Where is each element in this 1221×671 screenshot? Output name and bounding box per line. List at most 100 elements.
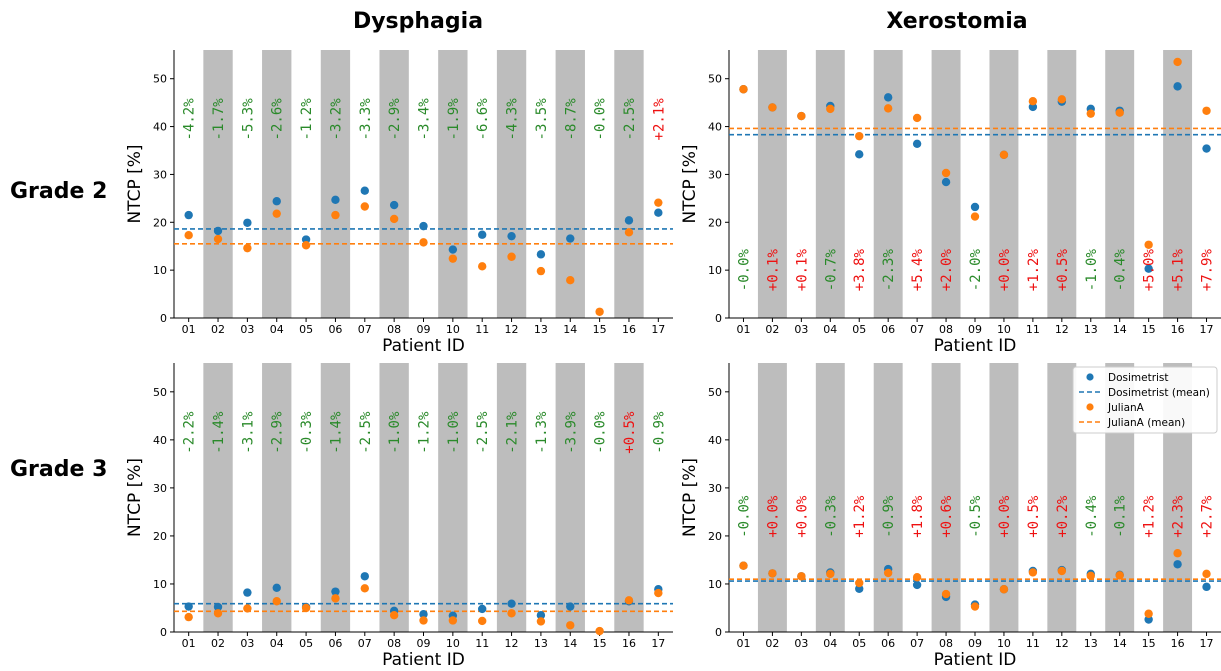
p2-delta-label-05: +3.8% [852,249,868,292]
p2-x-tick-label-02: 02 [765,323,779,336]
p3-delta-label-13: -1.3% [534,411,550,454]
p3-juliana-point-07 [360,584,369,593]
p1-dosimetrist-point-14 [566,234,575,243]
p1-band-10 [438,50,468,318]
p3-dosimetrist-point-07 [360,572,369,581]
column-title-xerostomia: Xerostomia [886,9,1027,34]
p3-band-14 [555,363,585,632]
p3-band-06 [320,363,351,632]
p3-delta-label-01: -2.2% [182,411,198,454]
p3-juliana-point-09 [419,616,428,625]
p1-juliana-point-11 [478,262,487,271]
p2-y-tick-label-20: 20 [708,216,722,229]
p3-x-axis-label: Patient ID [382,650,465,670]
p1-dosimetrist-point-12 [507,231,516,241]
p3-juliana-point-12 [507,609,516,618]
p2-delta-label-08: +2.0% [939,249,955,292]
p2-delta-label-17: +7.9% [1200,249,1216,292]
p2-juliana-point-15 [1144,240,1153,249]
p3-dosimetrist-point-03 [243,588,252,597]
p2-x-tick-label-08: 08 [939,323,953,336]
p1-band-12 [496,50,527,318]
p3-x-tick-label-03: 03 [240,637,254,650]
p2-delta-label-07: +5.4% [910,249,926,292]
p2-x-tick-label-10: 10 [997,323,1011,336]
p2-delta-label-15: +5.0% [1142,249,1158,292]
legend: Dosimetrist Dosimetrist (mean) JulianA Juli… [1072,366,1218,434]
p3-dosimetrist-point-11 [478,604,487,614]
p4-band-08 [931,363,961,632]
p3-band-08 [379,363,409,632]
p4-band-06 [873,363,903,632]
p2-band-04 [815,50,845,318]
p3-delta-label-16: +0.5% [622,411,638,454]
p3-dosimetrist-point-01 [184,602,193,611]
p1-band-04 [262,50,292,318]
p2-dosimetrist-point-08 [941,177,951,187]
p3-juliana-point-03 [243,604,252,613]
p1-dosimetrist-point-02 [213,226,223,236]
p3-x-tick-label-01: 01 [182,637,196,650]
p3-delta-label-10: -1.0% [446,411,462,454]
legend-label-juliana-mean: JulianA (mean) [1107,417,1185,429]
p2-juliana-point-08 [941,168,951,178]
p1-x-tick-label-03: 03 [240,323,254,336]
p1-dosimetrist-point-16 [624,216,634,225]
p1-dosimetrist-point-11 [478,230,487,239]
p2-juliana-point-02 [768,103,777,112]
p2-dosimetrist-point-05 [855,150,864,159]
p2-panel: 0 10 20 30 40 50 01 02 03 04 05 06 07 08 09 10 11 12 13 14 1… [680,50,1221,356]
p4-delta-label-05: +1.2% [852,495,868,538]
p2-x-tick-label-15: 15 [1142,323,1156,336]
p4-x-tick-label-07: 07 [910,637,924,650]
p4-y-tick-label-50: 50 [708,386,722,399]
p4-delta-label-14: -0.1% [1113,495,1129,538]
p3-juliana-point-08 [389,610,399,620]
p4-juliana-point-12 [1057,566,1067,576]
p4-juliana-point-16 [1173,549,1182,558]
p4-x-tick-label-12: 12 [1055,637,1069,650]
p1-dosimetrist-point-08 [389,200,399,210]
p1-y-tick-label-10: 10 [153,264,167,277]
p3-band-02 [203,363,233,632]
p4-juliana-point-02 [768,569,777,578]
p3-juliana-point-05 [301,603,311,613]
p4-delta-label-08: +0.6% [939,495,955,538]
p3-delta-label-03: -3.1% [240,411,256,454]
p1-x-tick-label-16: 16 [622,323,636,336]
p1-juliana-point-16 [624,228,634,237]
p4-delta-label-13: -0.4% [1084,495,1100,538]
p4-delta-label-04: -0.3% [823,495,839,538]
p3-x-tick-label-12: 12 [505,637,519,650]
p1-delta-label-10: -1.9% [446,98,462,141]
p1-delta-label-16: -2.5% [622,98,638,141]
p2-y-tick-label-10: 10 [708,264,722,277]
p4-juliana-point-14 [1115,571,1124,580]
legend-marker-juliana [1086,403,1094,411]
p1-dosimetrist-point-13 [536,250,546,259]
p1-dosimetrist-point-05 [301,235,311,244]
p3-band-16 [614,363,644,632]
p2-x-tick-label-07: 07 [910,323,924,336]
p2-delta-label-06: -2.3% [881,249,897,292]
p4-x-tick-label-06: 06 [881,637,895,650]
p4-juliana-point-06 [883,568,893,578]
p3-delta-label-08: -1.0% [387,411,403,454]
p1-juliana-point-03 [243,243,252,253]
p1-band-08 [379,50,409,318]
p4-juliana-point-05 [855,578,864,588]
p3-delta-label-05: -0.3% [299,411,315,454]
p3-x-tick-label-16: 16 [622,637,636,650]
p1-delta-label-06: -3.2% [328,98,344,141]
p2-juliana-point-01 [739,85,748,94]
p2-dosimetrist-point-11 [1028,102,1038,112]
p2-delta-label-10: +0.0% [997,249,1013,292]
p3-y-tick-label-20: 20 [153,530,167,543]
p1-delta-label-13: -3.5% [534,98,550,141]
p4-y-tick-label-20: 20 [708,530,722,543]
p1-juliana-point-13 [536,266,546,276]
p1-dosimetrist-point-10 [448,245,458,254]
p2-juliana-point-17 [1202,106,1211,115]
p4-x-tick-label-04: 04 [823,637,837,650]
p4-juliana-point-13 [1086,571,1095,580]
